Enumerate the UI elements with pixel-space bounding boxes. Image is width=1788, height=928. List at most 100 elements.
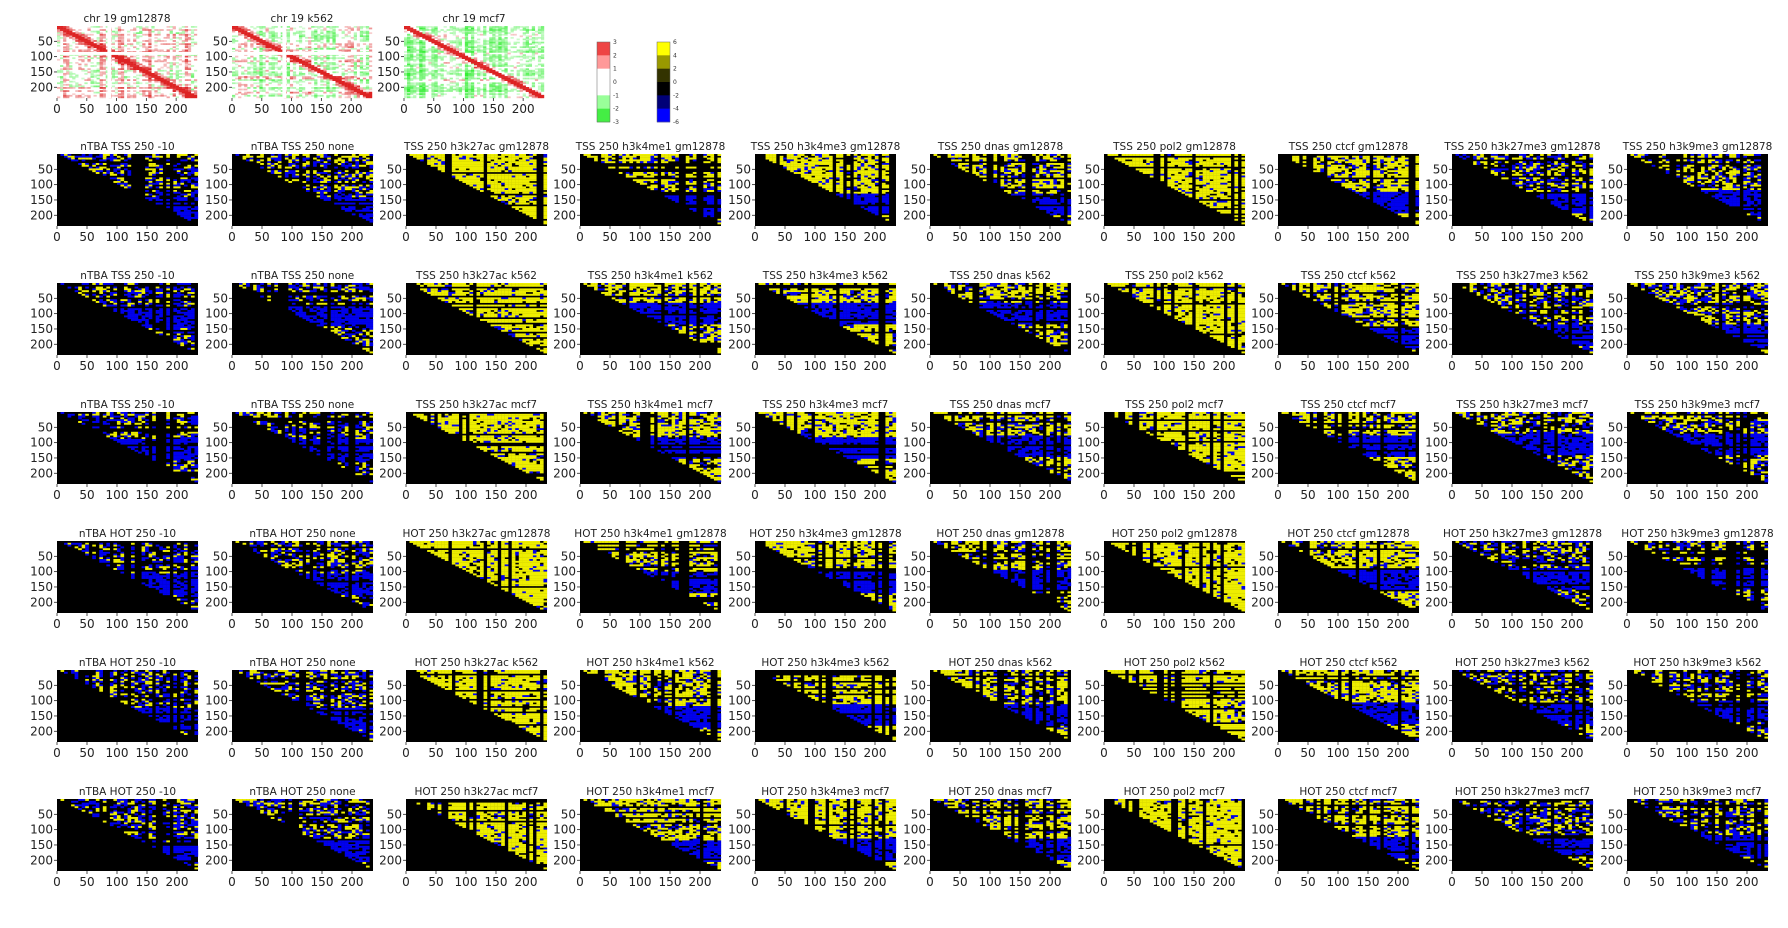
heatmap-cell: [308, 71, 311, 73]
heatmap-cell: [507, 59, 510, 61]
heatmap-cell: [118, 90, 121, 92]
heatmap-cell: [154, 40, 157, 42]
heatmap-cell: [145, 40, 148, 42]
heatmap-cell: [66, 96, 69, 98]
heatmap-cell: [366, 45, 369, 47]
heatmap-cell: [133, 90, 136, 92]
heatmap-cell: [419, 64, 422, 66]
heatmap-cell: [541, 37, 544, 39]
heatmap-cell: [57, 49, 60, 51]
heatmap-cell: [314, 79, 317, 81]
heatmap-cell: [244, 49, 247, 51]
heatmap-cell: [188, 64, 191, 66]
heatmap-cell: [110, 154, 114, 156]
heatmap-cell: [308, 48, 311, 50]
heatmap-cell: [444, 46, 447, 48]
heatmap-cell: [81, 70, 84, 72]
heatmap-cell: [434, 40, 437, 42]
heatmap-cell: [511, 73, 514, 75]
heatmap-cell: [121, 64, 124, 66]
heatmap-cell: [320, 64, 323, 66]
heatmap-cell: [159, 172, 163, 174]
heatmap-cell: [92, 170, 96, 172]
heatmap-cell: [262, 42, 265, 44]
heatmap-cell: [456, 29, 459, 31]
heatmap-cell: [532, 78, 535, 80]
heatmap-cell: [121, 81, 124, 83]
heatmap-cell: [529, 95, 532, 97]
heatmap-cell: [265, 43, 268, 45]
heatmap-cell: [94, 85, 97, 87]
heatmap-cell: [262, 32, 265, 34]
y-tick-label: 200: [30, 80, 53, 94]
heatmap-cell: [492, 54, 495, 56]
heatmap-cell: [468, 49, 471, 51]
heatmap-cell: [78, 64, 81, 66]
heatmap-cell: [495, 56, 498, 58]
heatmap-cell: [287, 39, 290, 41]
heatmap-cell: [185, 34, 188, 36]
heatmap-cell: [320, 59, 323, 61]
heatmap-cell: [468, 82, 471, 84]
heatmap-cell: [332, 56, 335, 58]
heatmap-cell: [526, 49, 529, 51]
heatmap-cell: [535, 31, 538, 33]
heatmap-cell: [339, 76, 342, 78]
heatmap-cell: [145, 75, 148, 77]
heatmap-cell: [471, 45, 474, 47]
heatmap-cell: [351, 90, 354, 92]
heatmap-cell: [492, 73, 495, 75]
heatmap-cell: [72, 73, 75, 75]
heatmap-cell: [492, 39, 495, 41]
heatmap-cell: [293, 57, 296, 59]
heatmap-cell: [431, 29, 434, 31]
heatmap-cell: [317, 26, 320, 28]
heatmap-cell: [128, 170, 132, 172]
heatmap-cell: [326, 81, 329, 83]
heatmap-cell: [188, 68, 191, 70]
heatmap-cell: [416, 32, 419, 34]
heatmap-cell: [66, 35, 69, 37]
heatmap-cell: [148, 29, 151, 31]
heatmap-cell: [357, 93, 360, 95]
heatmap-cell: [532, 71, 535, 73]
heatmap-cell: [474, 90, 477, 92]
heatmap-cell: [520, 65, 523, 67]
colorbar-label: -6: [673, 119, 679, 126]
heatmap-cell: [173, 165, 177, 167]
heatmap-cell: [160, 93, 163, 95]
heatmap-cell: [326, 68, 329, 70]
heatmap-cell: [187, 174, 191, 176]
heatmap-cell: [151, 79, 154, 81]
heatmap-cell: [250, 34, 253, 36]
heatmap-cell: [118, 46, 121, 48]
heatmap-cell: [456, 53, 459, 55]
heatmap-cell: [188, 46, 191, 48]
heatmap-cell: [498, 32, 501, 34]
heatmap-cell: [456, 42, 459, 44]
heatmap-cell: [154, 34, 157, 36]
heatmap-cell: [532, 34, 535, 36]
heatmap-cell: [495, 89, 498, 91]
heatmap-cell: [103, 56, 106, 58]
heatmap-cell: [302, 64, 305, 66]
heatmap-cell: [278, 48, 281, 50]
heatmap-cell: [69, 62, 72, 64]
heatmap-cell: [75, 31, 78, 33]
heatmap-cell: [194, 159, 198, 161]
heatmap-cell: [517, 70, 520, 72]
heatmap-cell: [188, 92, 191, 94]
heatmap-cell: [456, 39, 459, 41]
heatmap-cell: [360, 67, 363, 69]
heatmap-cell: [250, 78, 253, 80]
heatmap-cell: [259, 67, 262, 69]
heatmap-cell: [526, 51, 529, 53]
heatmap-cell: [272, 57, 275, 59]
y-tick-label: 50: [38, 34, 53, 48]
heatmap-cell: [145, 29, 148, 31]
heatmap-cell: [311, 73, 314, 75]
heatmap-cell: [523, 93, 526, 95]
heatmap-cell: [94, 75, 97, 77]
heatmap-cell: [413, 35, 416, 37]
heatmap-cell: [120, 163, 124, 165]
